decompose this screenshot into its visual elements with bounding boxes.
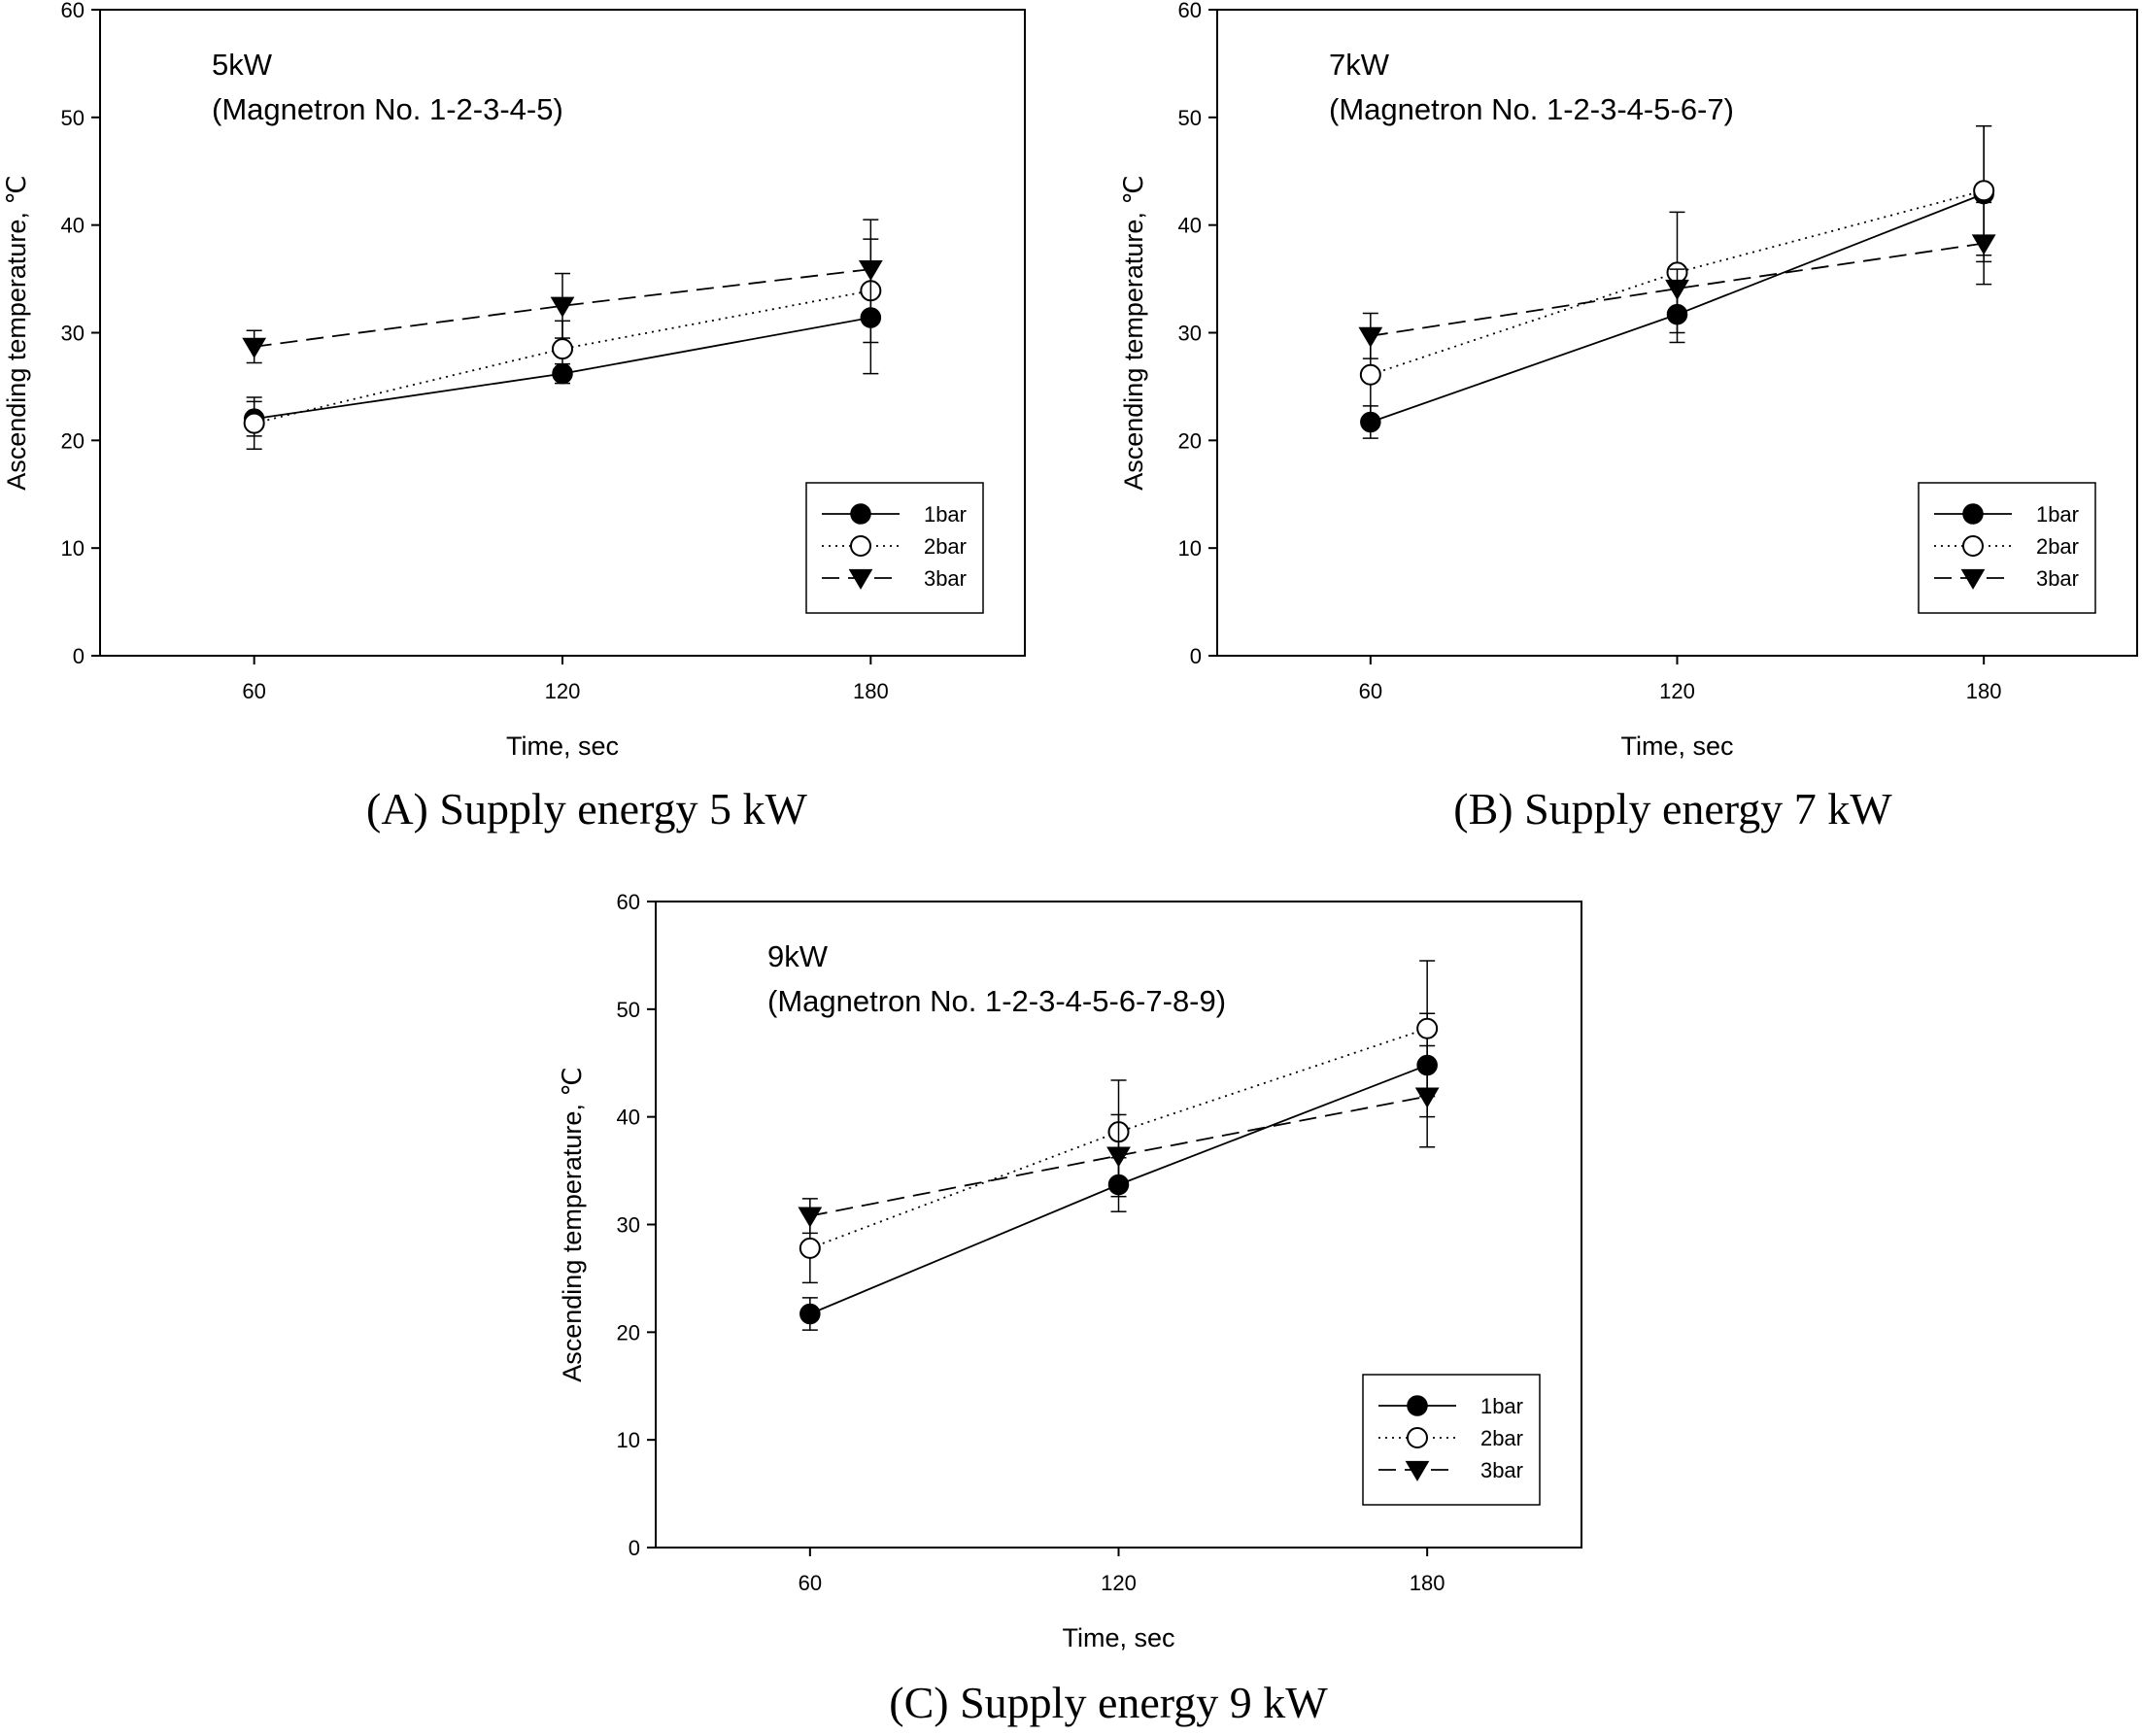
data-point <box>799 1303 821 1325</box>
y-axis-label: Ascending temperature, ℃ <box>1119 175 1148 491</box>
data-point <box>1971 234 1996 255</box>
y-tick-label: 60 <box>61 0 85 22</box>
y-tick-label: 30 <box>61 322 85 346</box>
legend-box <box>1918 482 2096 614</box>
y-tick-label: 40 <box>1178 214 1202 238</box>
legend-marker <box>1962 503 1984 525</box>
power-annotation: 5kW <box>212 48 273 82</box>
x-tick-label: 60 <box>242 679 265 703</box>
y-tick-label: 0 <box>629 1536 640 1560</box>
y-tick-label: 0 <box>1190 644 1202 668</box>
chart-panel-b: 0 10 20 30 40 50 60 60 120 180 Time, sec Ascending … <box>1119 0 2138 834</box>
legend: 1bar 2bar 3bar <box>805 482 984 614</box>
magnetron-annotation: (Magnetron No. 1-2-3-4-5-6-7-8-9) <box>767 984 1226 1018</box>
legend-label: 2bar <box>1480 1426 1523 1450</box>
data-point <box>550 296 575 318</box>
y-tick-label: 20 <box>1178 428 1202 453</box>
y-tick-label: 30 <box>1178 322 1202 346</box>
legend-marker <box>1962 535 1984 557</box>
data-point <box>1665 279 1689 300</box>
y-tick-label: 20 <box>61 428 85 453</box>
series-3bar <box>798 1044 1440 1235</box>
panel-caption: (C) Supply energy 9 kW <box>889 1678 1328 1727</box>
x-tick-label: 180 <box>853 679 889 703</box>
y-tick-label: 40 <box>617 1106 640 1130</box>
y-tick-label: 50 <box>1178 106 1202 130</box>
legend-label: 3bar <box>2036 566 2079 591</box>
x-tick-label: 180 <box>1966 679 2002 703</box>
panel-caption: (B) Supply energy 7 kW <box>1453 784 1892 834</box>
legend-marker <box>1407 1395 1428 1416</box>
y-tick-label: 0 <box>73 644 85 668</box>
x-tick-label: 120 <box>1659 679 1695 703</box>
panel-caption: (A) Supply energy 5 kW <box>366 784 808 834</box>
data-point <box>1359 363 1381 386</box>
y-axis-label: Ascending temperature, ℃ <box>558 1067 587 1382</box>
data-point <box>798 1207 823 1228</box>
legend-marker <box>850 535 871 557</box>
data-point <box>799 1237 821 1259</box>
series-2bar <box>243 238 882 450</box>
data-point <box>858 259 883 282</box>
legend-label: 1bar <box>1480 1394 1523 1418</box>
y-tick-label: 10 <box>1178 536 1202 561</box>
y-tick-label: 60 <box>1178 0 1202 22</box>
data-point <box>243 412 265 434</box>
legend-label: 1bar <box>924 502 967 527</box>
legend: 1bar 2bar 3bar <box>1362 1374 1541 1506</box>
series-3bar <box>1358 201 1996 359</box>
x-axis-label: Time, sec <box>1620 732 1733 761</box>
y-tick-label: 50 <box>61 106 85 130</box>
y-tick-label: 20 <box>617 1320 640 1345</box>
legend-marker <box>1407 1427 1428 1448</box>
x-tick-label: 120 <box>545 679 581 703</box>
legend-label: 2bar <box>924 534 967 559</box>
legend-marker <box>1960 568 1986 590</box>
x-axis-label: Time, sec <box>1062 1623 1174 1652</box>
magnetron-annotation: (Magnetron No. 1-2-3-4-5-6-7) <box>1329 92 1734 126</box>
data-point <box>242 337 267 358</box>
legend: 1bar 2bar 3bar <box>1918 482 2096 614</box>
x-axis-label: Time, sec <box>506 732 619 761</box>
x-tick-label: 60 <box>799 1571 822 1595</box>
legend-box <box>1362 1374 1541 1506</box>
legend-box <box>805 482 984 614</box>
legend-marker <box>848 568 873 590</box>
x-tick-label: 60 <box>1359 679 1382 703</box>
y-tick-label: 50 <box>617 998 640 1022</box>
series-line <box>809 1027 1428 1249</box>
legend-label: 2bar <box>2036 534 2079 559</box>
y-axis-label: Ascending temperature, ℃ <box>2 175 31 491</box>
x-tick-label: 120 <box>1101 1571 1137 1595</box>
chart-panel-a: 0 10 20 30 40 50 60 60 120 180 Time, sec Ascending … <box>2 0 1026 834</box>
y-tick-label: 10 <box>61 536 85 561</box>
data-point <box>1106 1146 1131 1168</box>
data-point <box>1416 1017 1439 1039</box>
legend-label: 3bar <box>1480 1458 1523 1482</box>
y-tick-label: 60 <box>617 890 640 914</box>
y-tick-label: 30 <box>617 1213 640 1238</box>
legend-label: 1bar <box>2036 502 2079 527</box>
x-tick-label: 180 <box>1410 1571 1445 1595</box>
series-3bar <box>242 219 883 364</box>
data-point <box>1414 1087 1440 1108</box>
legend-marker <box>1405 1460 1430 1481</box>
power-annotation: 9kW <box>767 939 829 973</box>
y-tick-label: 40 <box>61 214 85 238</box>
data-point <box>1358 326 1383 348</box>
magnetron-annotation: (Magnetron No. 1-2-3-4-5) <box>212 92 563 126</box>
y-tick-label: 10 <box>617 1428 640 1452</box>
legend-label: 3bar <box>924 566 967 591</box>
data-point <box>552 338 573 360</box>
power-annotation: 7kW <box>1329 48 1390 82</box>
chart-panel-c: 0 10 20 30 40 50 60 60 120 180 Time, sec Ascending … <box>558 890 1582 1727</box>
data-point <box>1973 180 1995 202</box>
legend-marker <box>850 503 871 525</box>
